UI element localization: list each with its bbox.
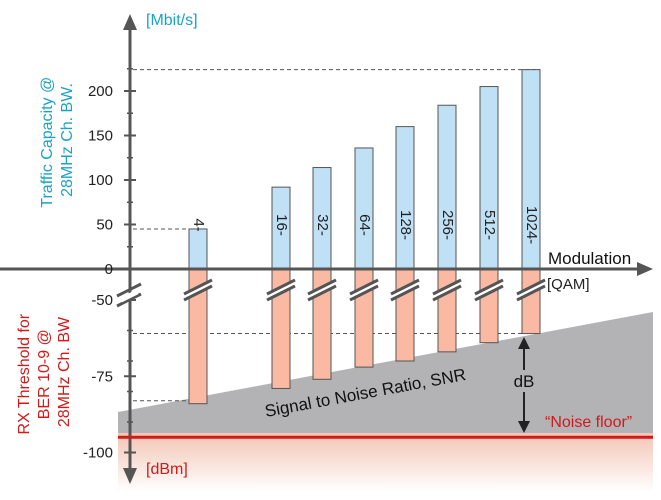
upper-bars: [188, 69, 541, 270]
lower-axis-title-line-2: BER 10-9 @: [36, 329, 53, 419]
bar-break-mark-a-16: [266, 278, 296, 296]
lower-tick-label-m100: -100: [83, 445, 113, 462]
lower-bar-512: [479, 269, 499, 344]
upper-unit-label: [Mbit/s]: [146, 12, 198, 29]
noise-floor-label: “Noise floor”: [545, 414, 632, 431]
bar-break-mark-a-1024: [516, 278, 546, 296]
bar-break-mark-a-256: [432, 278, 462, 296]
bar-break-mark-a-512: [474, 278, 504, 296]
upper-bar-512: [479, 86, 499, 270]
lower-unit-label: [dBm]: [146, 461, 188, 478]
bar-break-mark-b-1024: [516, 284, 546, 302]
db-label-bg: [508, 370, 541, 392]
db-arrow-head-down: [518, 421, 530, 433]
upper-tick-label-100: 100: [88, 172, 113, 189]
lower-axis-title-line-1: RX Threshold for: [16, 313, 33, 434]
x-axis-unit: [QAM]: [547, 276, 590, 293]
upper-tick-label-200: 200: [88, 83, 113, 100]
db-arrow-head-up: [518, 337, 530, 349]
upper-bar-64: [354, 147, 374, 270]
bar-break-mark-b-16: [266, 284, 296, 302]
bar-break-mark-b-64: [349, 284, 379, 302]
upper-axis-title: Traffic Capacity @ 28MHz Ch. BW.: [39, 72, 76, 207]
category-labels: 4- 16- 32- 64- 128- 256- 512- 1024-: [190, 206, 540, 244]
bar-break-mark-a-32: [307, 278, 337, 296]
upper-bar-256: [437, 104, 457, 270]
y-axis-break-gap: [119, 289, 139, 303]
snr-region: [118, 312, 653, 433]
bar-break-mark-b-128: [390, 284, 420, 302]
category-label-128: 128-: [397, 210, 414, 240]
y-axis-break-mark-1: [116, 282, 142, 298]
bar-break-mark-a-64: [349, 278, 379, 296]
upper-tick-label-150: 150: [88, 128, 113, 145]
lower-axis-title-line-3: 28MHz Ch. BW: [56, 316, 73, 427]
lower-tick-label-m50: -50: [91, 292, 113, 309]
category-label-64: 64-: [356, 214, 373, 236]
bar-break-mark-a-4: [183, 278, 213, 296]
lower-axis-title: RX Threshold for BER 10-9 @ 28MHz Ch. BW: [16, 309, 73, 434]
bar-break-mark-a-128: [390, 278, 420, 296]
category-label-1024: 1024-: [523, 206, 540, 244]
upper-tick-label-0: 0: [105, 261, 113, 278]
bar-break-mark-b-512: [474, 284, 504, 302]
upper-tick-label-50: 50: [96, 217, 113, 234]
upper-axis-title-line-2: 28MHz Ch. BW.: [59, 83, 76, 197]
category-label-256: 256-: [439, 210, 456, 240]
lower-bar-1024: [521, 269, 541, 335]
category-label-4: 4-: [190, 218, 207, 231]
category-label-32: 32-: [314, 214, 331, 236]
bar-break-mark-b-32: [307, 284, 337, 302]
axis-breaks: [183, 278, 546, 302]
lower-tick-label-m75: -75: [91, 368, 113, 385]
y-axis-arrow-down: [123, 468, 137, 484]
y-ticks: 0 50 100 150 200 -50 -75 -100: [83, 68, 136, 462]
y-axis-arrow-up: [123, 14, 137, 30]
bar-break-mark-b-4: [183, 284, 213, 302]
x-axis-arrow: [637, 262, 653, 276]
y-axis-break-mark-2: [116, 292, 142, 308]
bar-break-mark-b-256: [432, 284, 462, 302]
x-axis-label: Modulation: [548, 249, 631, 268]
upper-bar-4: [188, 228, 208, 270]
noise-floor-gradient: [118, 432, 653, 492]
db-label: dB: [514, 372, 535, 391]
category-label-512: 512-: [481, 210, 498, 240]
category-label-16: 16-: [273, 214, 290, 236]
upper-bar-128: [395, 126, 415, 270]
upper-axis-title-line-1: Traffic Capacity @: [39, 77, 56, 208]
